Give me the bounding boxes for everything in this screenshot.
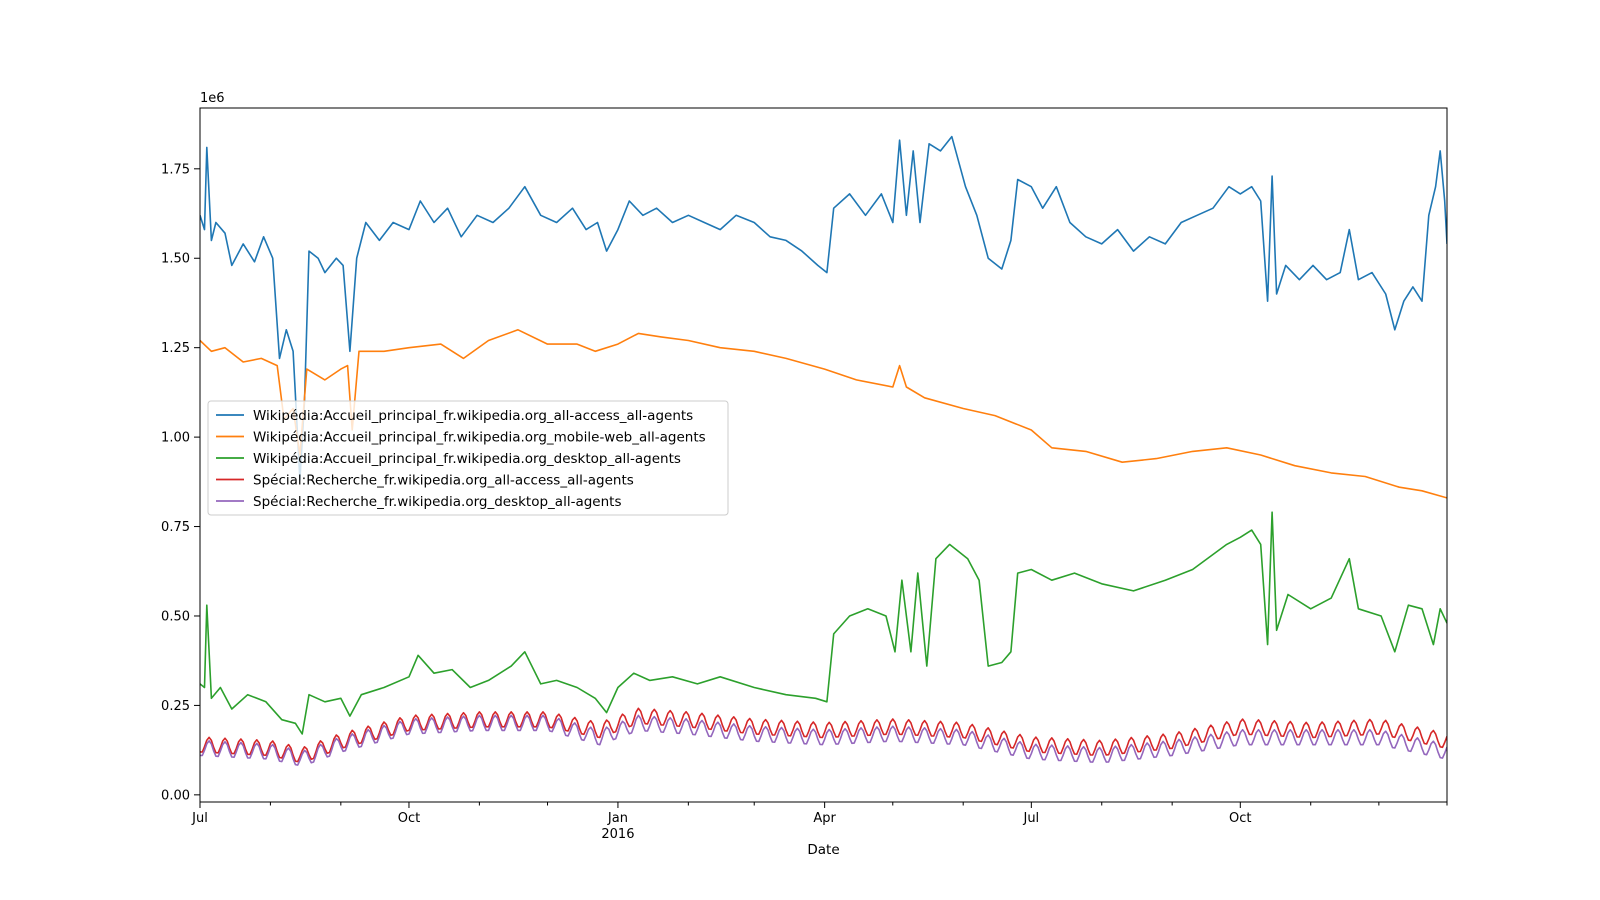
x-tick-label: Apr — [813, 811, 836, 826]
series-layer — [200, 135, 1447, 766]
legend-label: Spécial:Recherche_fr.wikipedia.org_deskt… — [253, 494, 621, 510]
y-tick-label: 1.50 — [161, 252, 190, 267]
series-line-4 — [200, 707, 1447, 763]
y-tick-label: 0.50 — [161, 609, 190, 624]
legend-box — [207, 400, 729, 516]
y-scale-multiplier: 1e6 — [200, 91, 225, 106]
x-axis-title: Date — [807, 842, 839, 858]
y-tick-label: 1.75 — [161, 162, 190, 177]
series-line-5 — [200, 714, 1447, 766]
y-tick-label: 0.75 — [161, 520, 190, 535]
y-tick-label: 0.00 — [161, 788, 190, 803]
x-tick-label: Jul — [191, 811, 208, 826]
x-tick-label: Jul — [1022, 811, 1039, 826]
series-line-3 — [200, 511, 1447, 735]
y-tick-label: 0.25 — [161, 699, 190, 714]
legend-label: Wikipédia:Accueil_principal_fr.wikipedia… — [253, 408, 693, 424]
series-line-1 — [200, 135, 1447, 481]
y-axis: 0.00 0.25 0.50 0.75 1.00 1.25 1.50 1.75 — [161, 162, 200, 803]
legend: Wikipédia:Accueil_principal_fr.wikipedia… — [207, 400, 729, 516]
x-tick-label: Oct — [398, 811, 420, 826]
legend-label: Wikipédia:Accueil_principal_fr.wikipedia… — [253, 430, 706, 446]
legend-label: Spécial:Recherche_fr.wikipedia.org_all-a… — [253, 473, 634, 489]
series-line-2 — [200, 329, 1447, 499]
plot-area-frame — [199, 107, 1448, 803]
x-tick-sublabel: 2016 — [601, 827, 634, 842]
x-tick-label: Oct — [1229, 811, 1251, 826]
y-tick-label: 1.00 — [161, 431, 190, 446]
legend-label: Wikipédia:Accueil_principal_fr.wikipedia… — [253, 451, 681, 467]
x-tick-label: Jan — [607, 811, 628, 826]
y-tick-label: 1.25 — [161, 341, 190, 356]
